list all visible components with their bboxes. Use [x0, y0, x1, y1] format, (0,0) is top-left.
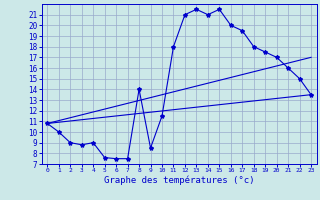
X-axis label: Graphe des températures (°c): Graphe des températures (°c)	[104, 176, 254, 185]
